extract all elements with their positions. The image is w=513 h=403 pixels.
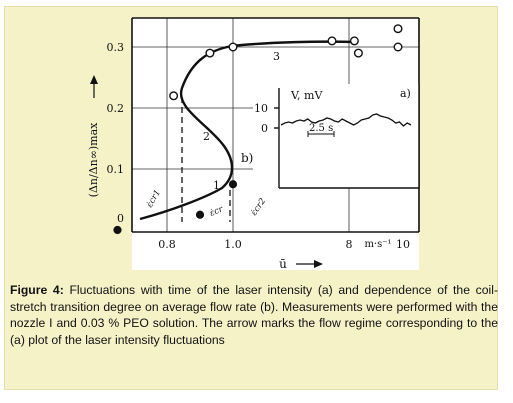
y-axis-label: (Δn/Δn∞)max	[87, 122, 100, 197]
inset-plot-a: 10 0 V, mV a) 2.5 s	[253, 84, 420, 189]
curve-label: 1	[213, 179, 220, 192]
x-axis-label: ū	[279, 257, 287, 271]
data-point-open	[393, 42, 403, 52]
intensity-trace	[280, 113, 412, 127]
data-point-open	[228, 42, 238, 52]
x-unit-label: m·s⁻¹	[364, 239, 391, 250]
inset-y-tick-label: 10	[254, 102, 268, 115]
data-point-open	[327, 36, 337, 46]
x-axis-label-group: ū	[279, 257, 323, 271]
panel-label-b: b)	[241, 151, 253, 165]
x-tick-label: 1.0	[224, 238, 242, 251]
data-point-open	[205, 48, 215, 58]
critical-rate-label: ε̇cr	[208, 204, 225, 219]
inset-background	[253, 84, 419, 188]
time-scale-label: 2.5 s	[309, 123, 333, 134]
x-tick-label: 10	[396, 238, 410, 251]
curve-label: 2	[203, 130, 210, 143]
y-tick-label: 0.3	[107, 41, 125, 54]
panel-label-a: a)	[400, 87, 411, 100]
figure-caption: Figure 4: Fluctuations with time of the …	[10, 282, 498, 348]
data-point-open	[353, 48, 363, 58]
caption-label: Figure 4:	[10, 283, 64, 297]
y-tick-label: 0.2	[107, 102, 125, 115]
curve-label: 3	[273, 50, 280, 63]
x-tick-label: 0.8	[158, 238, 176, 251]
caption-text: Fluctuations with time of the laser inte…	[10, 283, 499, 347]
data-point-open	[393, 24, 403, 34]
data-point-filled	[195, 210, 205, 219]
transition-curve	[139, 40, 357, 221]
inset-y-axis-label: V, mV	[290, 89, 323, 102]
data-point-open	[169, 91, 179, 101]
x-axis-arrowhead	[314, 260, 323, 268]
y-axis-label-group: (Δn/Δn∞)max	[87, 75, 100, 197]
critical-rate-guides	[181, 97, 231, 222]
y-axis-arrowhead	[90, 75, 98, 84]
time-scale-bar	[307, 131, 335, 137]
data-point-filled	[228, 180, 238, 189]
y-tick-label: 0	[117, 212, 124, 225]
y-tick-label: 0.1	[107, 163, 125, 176]
data-point-open	[349, 36, 359, 46]
inset-y-tick-label: 0	[261, 122, 268, 135]
data-points-layer	[113, 24, 403, 235]
inset-frame	[274, 84, 420, 189]
x-tick-label: 8	[346, 238, 353, 251]
data-point-filled	[113, 225, 122, 235]
